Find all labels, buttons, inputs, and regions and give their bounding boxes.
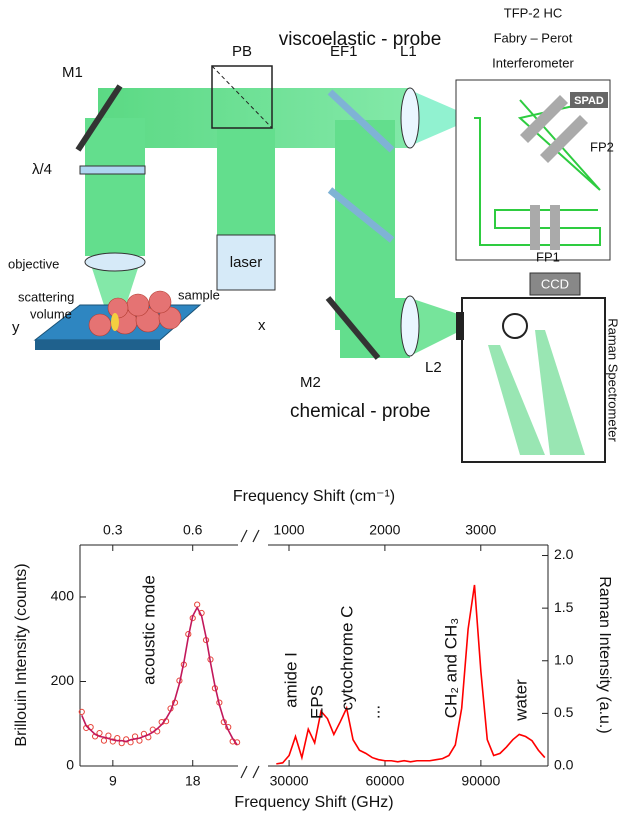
y-axis-title: Brillouin Intensity (counts) <box>13 563 30 746</box>
x2-tick-label: 0.6 <box>183 522 203 538</box>
label: L1 <box>400 43 417 60</box>
slit <box>456 312 464 340</box>
label: EF1 <box>330 43 358 60</box>
label: Interferometer <box>492 55 574 70</box>
label: volume <box>30 306 72 321</box>
label: Raman Spectrometer <box>606 318 621 442</box>
label: laser <box>230 254 263 271</box>
data-line <box>82 608 237 745</box>
x-tick-label: 18 <box>185 773 201 789</box>
label: viscoelastic - probe <box>279 29 442 50</box>
x-tick-label: 90000 <box>461 773 500 789</box>
label: CCD <box>541 276 569 291</box>
label: objective <box>8 256 59 271</box>
y2-tick-label: 2.0 <box>554 546 574 562</box>
label: FP2 <box>590 139 614 154</box>
etalon <box>530 205 540 250</box>
data-line <box>276 585 544 764</box>
axis-break <box>241 530 259 778</box>
y2-tick-label: 1.5 <box>554 599 574 615</box>
annotation: water <box>511 679 530 722</box>
y2-axis-title: Raman Intensity (a.u.) <box>596 576 613 733</box>
annotation: acoustic mode <box>139 575 158 685</box>
y-tick-label: 0 <box>66 757 74 773</box>
annotation: EPS <box>307 685 326 719</box>
x2-axis-title: Frequency Shift (cm⁻¹) <box>233 488 395 505</box>
x-tick-label: 30000 <box>270 773 309 789</box>
lens <box>401 88 419 148</box>
label: TFP-2 HC <box>504 5 563 20</box>
etalon <box>550 205 560 250</box>
label: Fabry – Perot <box>494 30 573 45</box>
label: M2 <box>300 374 321 391</box>
label: L2 <box>425 359 442 376</box>
grating <box>503 314 527 338</box>
label: M1 <box>62 64 83 81</box>
label: FP1 <box>536 249 560 264</box>
focus <box>111 313 119 331</box>
y-tick-label: 200 <box>51 672 75 688</box>
label: x <box>258 317 266 334</box>
x-tick-label: 9 <box>109 773 117 789</box>
beam <box>85 118 145 256</box>
waveplate <box>80 166 145 174</box>
annotation: amide I <box>281 652 300 708</box>
x2-tick-label: 1000 <box>273 522 304 538</box>
x2-tick-label: 3000 <box>465 522 496 538</box>
label: SPAD <box>574 95 604 107</box>
figure: viscoelastic - probe TFP-2 HC Fabry – Pe… <box>0 0 622 818</box>
annotation: ... <box>364 705 383 719</box>
y2-tick-label: 1.0 <box>554 651 574 667</box>
label: chemical - probe <box>290 401 430 422</box>
annotation: cytochrome C <box>337 606 356 711</box>
x2-tick-label: 2000 <box>369 522 400 538</box>
label: y <box>12 319 20 336</box>
beam <box>217 128 275 235</box>
label: λ/4 <box>32 161 52 178</box>
objective-lens <box>85 253 145 271</box>
label: sample <box>178 287 220 302</box>
data-point <box>101 738 106 743</box>
label: PB <box>232 43 252 60</box>
x2-tick-label: 0.3 <box>103 522 123 538</box>
x-axis-title: Frequency Shift (GHz) <box>234 794 393 811</box>
label: scattering <box>18 289 74 304</box>
y2-tick-label: 0.5 <box>554 704 574 720</box>
sample-slide <box>35 340 160 350</box>
x-tick-label: 60000 <box>366 773 405 789</box>
lens <box>401 296 419 356</box>
y2-tick-label: 0.0 <box>554 757 574 773</box>
y-tick-label: 400 <box>51 588 75 604</box>
annotation: CH₂ and CH₃ <box>441 618 460 718</box>
